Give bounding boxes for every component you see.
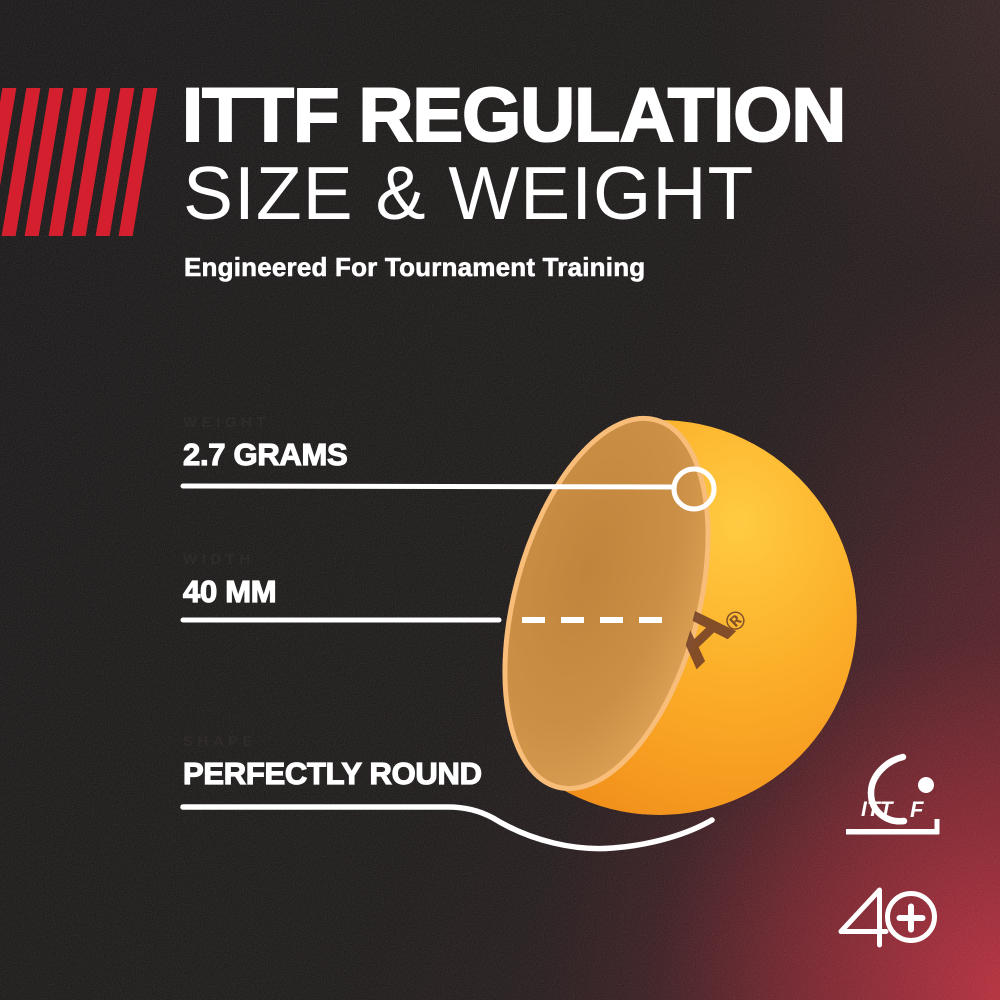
weight-callout-line xyxy=(180,483,676,490)
spec-shape: SHAPE PERFECTLY ROUND xyxy=(182,733,482,792)
numeral-4 xyxy=(838,887,889,948)
spec-width-label: WIDTH xyxy=(183,551,255,568)
ittf-ball-dot-icon xyxy=(918,777,934,793)
spec-width: WIDTH 40 MM xyxy=(182,551,277,610)
spec-shape-label: SHAPE xyxy=(183,733,258,750)
ittf-logo-text-f: F xyxy=(910,797,924,822)
shape-callout-curve xyxy=(180,804,715,852)
weight-callout-ring-icon xyxy=(671,466,717,512)
plus-icon xyxy=(896,903,926,933)
ball-inner-surface xyxy=(502,415,711,792)
ball-illustration: A ® ★ xyxy=(502,415,857,815)
page-title-line2: SIZE & WEIGHT xyxy=(183,151,755,235)
page-subtitle: Engineered For Tournament Training xyxy=(184,252,646,283)
spec-weight-value: 2.7 GRAMS xyxy=(182,436,348,472)
ittf-paddle-icon xyxy=(867,753,908,825)
spec-weight-label: WEIGHT xyxy=(183,414,270,431)
ittf-table-line xyxy=(846,829,939,835)
page-title-line1: ITTF REGULATION xyxy=(181,73,847,158)
spec-shape-value: PERFECTLY ROUND xyxy=(182,755,482,791)
callout-lines xyxy=(180,466,717,852)
ittf-logo: ITT F xyxy=(846,753,940,835)
numeral-0-ring xyxy=(885,891,937,943)
ball-size-40plus-mark xyxy=(838,887,937,948)
ittf-logo-text-itt: ITT xyxy=(861,798,895,821)
spec-width-value: 40 MM xyxy=(182,573,277,609)
spec-weight: WEIGHT 2.7 GRAMS xyxy=(182,414,348,473)
ittf-table-line-riser xyxy=(934,819,940,834)
